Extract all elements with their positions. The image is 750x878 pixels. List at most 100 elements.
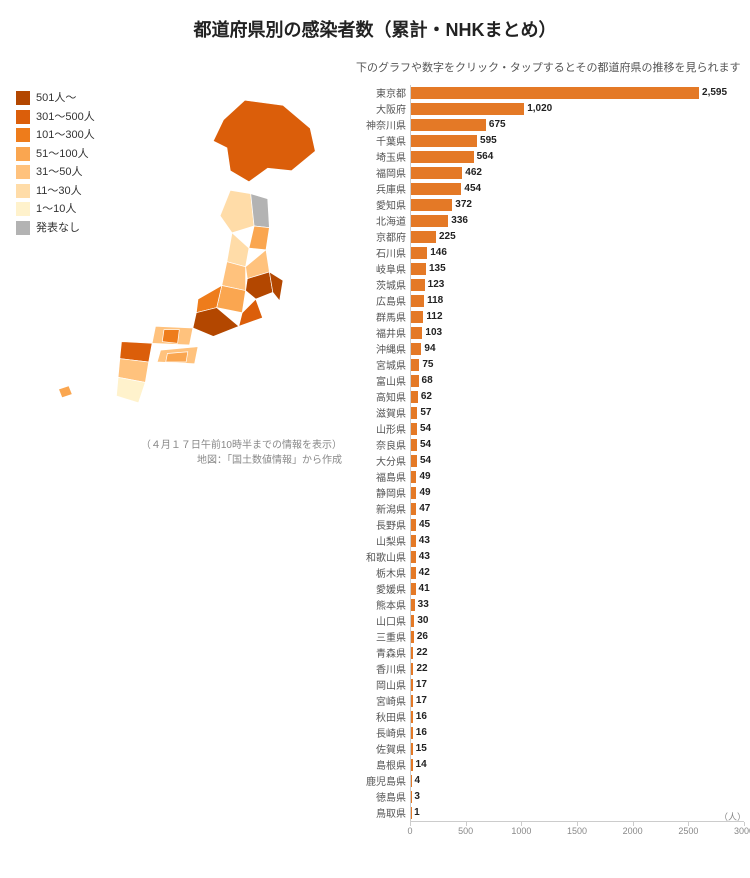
bar-row[interactable]: 大阪府1,020 [356, 101, 744, 117]
map-region-miyagi[interactable] [249, 226, 269, 250]
bar-label: 兵庫県 [356, 181, 410, 196]
legend-label: 501人～ [36, 90, 76, 107]
bar-row[interactable]: 香川県22 [356, 661, 744, 677]
bar-row[interactable]: 鹿児島県4 [356, 773, 744, 789]
bar-row[interactable]: 大分県54 [356, 453, 744, 469]
bar-row[interactable]: 山形県54 [356, 421, 744, 437]
bar-row[interactable]: 兵庫県 454 [356, 181, 744, 197]
bar-track: 564 [410, 149, 744, 165]
bar-label: 奈良県 [356, 437, 410, 452]
bar-row[interactable]: 山口県30 [356, 613, 744, 629]
map-region-hiroshima[interactable] [162, 330, 179, 344]
bar-track: 43 [410, 549, 744, 565]
bar-row[interactable]: 長野県45 [356, 517, 744, 533]
bar-label: 三重県 [356, 629, 410, 644]
bar-value: 462 [462, 165, 482, 181]
bar-value: 454 [461, 181, 481, 197]
bar-row[interactable]: 長崎県16 [356, 725, 744, 741]
bar-row[interactable]: 和歌山県43 [356, 549, 744, 565]
bar-label: 岐阜県 [356, 261, 410, 276]
bar-row[interactable]: 福島県49 [356, 469, 744, 485]
bar-label: 香川県 [356, 661, 410, 676]
bar-track: 15 [410, 741, 744, 757]
map-region-kochi[interactable] [166, 352, 188, 362]
bar-row[interactable]: 群馬県112 [356, 309, 744, 325]
bar-label: 福島県 [356, 469, 410, 484]
bar-value: 14 [413, 757, 427, 773]
bar-row[interactable]: 熊本県33 [356, 597, 744, 613]
bar-fill [411, 295, 424, 307]
map-region-kansai[interactable] [193, 308, 239, 337]
bar-track: 118 [410, 293, 744, 309]
bar-track: 454 [410, 181, 744, 197]
map-region-okinawa[interactable] [59, 386, 73, 398]
bar-track: 225 [410, 229, 744, 245]
bar-track: 47 [410, 501, 744, 517]
bar-label: 高知県 [356, 389, 410, 404]
bar-row[interactable]: 宮崎県17 [356, 693, 744, 709]
axis-tick-label: 1500 [567, 826, 587, 836]
bar-value: 123 [425, 277, 445, 293]
bar-value: 1,020 [524, 101, 552, 117]
bar-row[interactable]: 北海道336 [356, 213, 744, 229]
bar-row[interactable]: 高知県62 [356, 389, 744, 405]
bar-row[interactable]: 秋田県16 [356, 709, 744, 725]
bar-row[interactable]: 徳島県3 [356, 789, 744, 805]
bar-row[interactable]: 沖縄県94 [356, 341, 744, 357]
bar-row[interactable]: 青森県22 [356, 645, 744, 661]
bar-label: 愛媛県 [356, 581, 410, 596]
bar-row[interactable]: 神奈川県675 [356, 117, 744, 133]
map-region-iwate[interactable] [251, 194, 270, 228]
bar-row[interactable]: 岐阜県135 [356, 261, 744, 277]
bar-track: 16 [410, 725, 744, 741]
bar-track: 2,595 [410, 85, 744, 101]
bar-fill [411, 391, 418, 403]
legend-label: 発表なし [36, 220, 80, 237]
bar-value: 94 [421, 341, 435, 357]
bar-row[interactable]: 茨城県123 [356, 277, 744, 293]
bar-fill [411, 279, 425, 291]
bar-row[interactable]: 奈良県54 [356, 437, 744, 453]
bar-fill [411, 375, 419, 387]
bar-row[interactable]: 埼玉県564 [356, 149, 744, 165]
bar-track: 17 [410, 693, 744, 709]
bar-row[interactable]: 東京都2,595 [356, 85, 744, 101]
bar-row[interactable]: 千葉県595 [356, 133, 744, 149]
map-region-yamagata-akita[interactable] [227, 233, 249, 267]
map-caption-line2: 地図：「国土数値情報」から作成 [6, 453, 342, 468]
bar-row[interactable]: 島根県14 [356, 757, 744, 773]
bar-track: 146 [410, 245, 744, 261]
bar-row[interactable]: 三重県26 [356, 629, 744, 645]
bar-track: 45 [410, 517, 744, 533]
bar-row[interactable]: 佐賀県15 [356, 741, 744, 757]
bar-row[interactable]: 宮城県75 [356, 357, 744, 373]
bar-row[interactable]: 新潟県47 [356, 501, 744, 517]
bar-track: 135 [410, 261, 744, 277]
bar-row[interactable]: 愛媛県41 [356, 581, 744, 597]
bar-row[interactable]: 愛知県372 [356, 197, 744, 213]
bar-label: 滋賀県 [356, 405, 410, 420]
bar-row[interactable]: 京都府225 [356, 229, 744, 245]
map-region-hokkaido[interactable] [213, 100, 315, 182]
bar-label: 山梨県 [356, 533, 410, 548]
bar-row[interactable]: 石川県146 [356, 245, 744, 261]
bar-track: 42 [410, 565, 744, 581]
page-title: 都道府県別の感染者数（累計・NHKまとめ） [6, 16, 744, 42]
bar-value: 45 [416, 517, 430, 533]
bar-row[interactable]: 鳥取県1 [356, 805, 744, 821]
bar-row[interactable]: 福井県103 [356, 325, 744, 341]
map-region-tohoku-north[interactable] [220, 190, 254, 233]
bar-label: 福岡県 [356, 165, 410, 180]
bar-row[interactable]: 福岡県 462 [356, 165, 744, 181]
bar-row[interactable]: 栃木県42 [356, 565, 744, 581]
bar-row[interactable]: 広島県118 [356, 293, 744, 309]
bar-row[interactable]: 山梨県43 [356, 533, 744, 549]
bar-row[interactable]: 富山県68 [356, 373, 744, 389]
bar-value: 54 [417, 453, 431, 469]
legend-row: 101～300人 [16, 127, 95, 144]
bar-row[interactable]: 静岡県49 [356, 485, 744, 501]
bar-row[interactable]: 岡山県17 [356, 677, 744, 693]
bar-row[interactable]: 滋賀県57 [356, 405, 744, 421]
bar-label: 静岡県 [356, 485, 410, 500]
bar-track: 3 [410, 789, 744, 805]
